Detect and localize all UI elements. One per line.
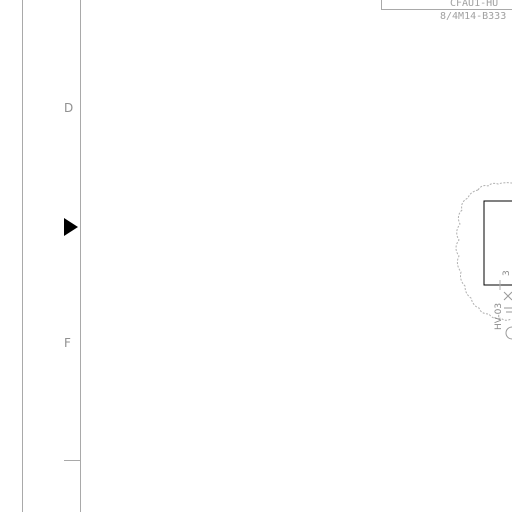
instrument-bubble-icon (505, 326, 512, 340)
valve-symbol-icon (503, 291, 512, 313)
title-block-frame (381, 0, 512, 10)
sheet-border-line-inner (80, 0, 81, 512)
revision-cloud (455, 182, 512, 321)
zone-tick (64, 460, 80, 461)
valve-tag-label: HV-03 (494, 303, 504, 330)
title-block-tag-2: 8/4M14-B333 (440, 11, 507, 22)
equipment-box (483, 200, 512, 286)
zone-label-f: F (64, 336, 71, 350)
zone-marker-arrow-icon (64, 218, 78, 236)
title-block-tag-1: CFAU1-HU (450, 0, 499, 9)
zone-label-d: D (64, 101, 74, 115)
detail-small-mark: 3 (502, 270, 512, 276)
sheet-border-line-outer (22, 0, 23, 512)
